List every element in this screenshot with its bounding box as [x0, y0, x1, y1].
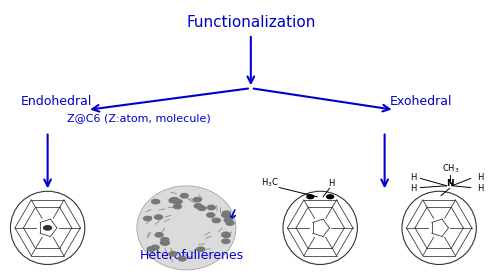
Circle shape [207, 213, 214, 217]
Circle shape [224, 218, 232, 222]
Circle shape [170, 198, 178, 202]
Text: H: H [410, 184, 416, 193]
Circle shape [174, 204, 182, 209]
Circle shape [226, 221, 234, 225]
Ellipse shape [283, 191, 358, 264]
Circle shape [222, 213, 230, 217]
Circle shape [169, 252, 177, 256]
Circle shape [198, 206, 206, 210]
Circle shape [169, 198, 177, 202]
Circle shape [148, 247, 155, 251]
Text: N: N [446, 179, 454, 188]
Circle shape [180, 193, 188, 198]
Circle shape [160, 241, 168, 245]
Circle shape [151, 245, 159, 250]
Circle shape [208, 205, 216, 210]
Text: Functionalization: Functionalization [186, 15, 316, 30]
Text: H: H [477, 184, 483, 193]
Circle shape [178, 256, 186, 261]
Circle shape [194, 198, 201, 202]
Circle shape [222, 211, 230, 215]
Text: CH$_3$: CH$_3$ [442, 162, 459, 175]
Text: Endohedral: Endohedral [21, 95, 92, 108]
Circle shape [307, 195, 314, 199]
Circle shape [154, 215, 162, 219]
Circle shape [222, 239, 230, 243]
Circle shape [222, 233, 230, 238]
Circle shape [222, 232, 230, 236]
Circle shape [194, 204, 202, 208]
Ellipse shape [10, 191, 85, 264]
Ellipse shape [402, 191, 476, 264]
Text: H: H [477, 173, 483, 182]
Circle shape [155, 233, 163, 237]
Text: Exohedral: Exohedral [390, 95, 452, 108]
Text: Heterofullerenes: Heterofullerenes [140, 249, 244, 262]
Circle shape [212, 218, 220, 222]
Circle shape [161, 238, 169, 242]
Circle shape [44, 226, 52, 230]
Circle shape [144, 216, 152, 221]
Text: H: H [328, 179, 334, 188]
Circle shape [152, 199, 160, 204]
Circle shape [162, 241, 170, 245]
Text: H: H [410, 173, 416, 182]
Circle shape [326, 195, 334, 199]
Circle shape [197, 247, 204, 251]
Ellipse shape [137, 186, 236, 270]
Circle shape [174, 199, 182, 204]
Text: H$_3$C: H$_3$C [261, 177, 279, 189]
Text: Z@C6 (Z:atom, molecule): Z@C6 (Z:atom, molecule) [68, 113, 211, 123]
